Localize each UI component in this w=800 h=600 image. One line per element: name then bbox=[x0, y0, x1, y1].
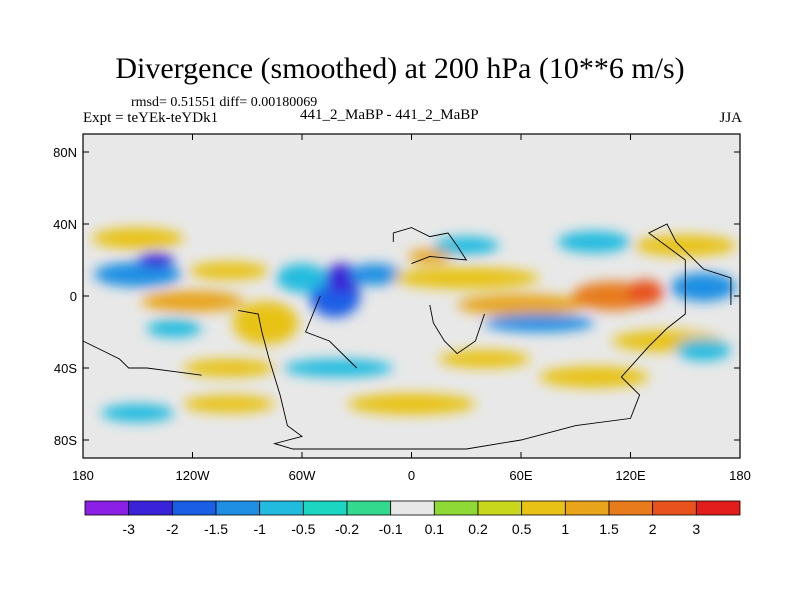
colorbar-label: 3 bbox=[692, 521, 700, 537]
colorbar-swatch bbox=[477, 500, 523, 516]
colorbar-swatch bbox=[259, 500, 304, 516]
colorbar-label: -3 bbox=[122, 521, 135, 537]
x-tick-label: 180 bbox=[72, 468, 94, 483]
field-blob bbox=[188, 261, 270, 280]
colorbar-label: -0.2 bbox=[335, 521, 359, 537]
stats-label: rmsd= 0.51551 diff= 0.00180069 bbox=[131, 95, 318, 110]
field-blob bbox=[484, 314, 594, 332]
colorbar-swatch bbox=[215, 500, 261, 516]
coastline bbox=[83, 340, 202, 376]
field-blob bbox=[676, 339, 731, 361]
field-blob bbox=[101, 404, 175, 422]
field-blob bbox=[670, 272, 737, 302]
field-blob bbox=[347, 393, 476, 415]
colorbar-swatch bbox=[695, 500, 741, 516]
colorbar-label: -0.5 bbox=[291, 521, 315, 537]
colorbar-label: 0.1 bbox=[425, 521, 445, 537]
field-blob bbox=[276, 263, 328, 293]
field-blob bbox=[349, 263, 401, 286]
season-label: JJA bbox=[719, 110, 742, 126]
field-blob bbox=[146, 319, 202, 338]
field-blob bbox=[283, 359, 394, 377]
experiment-label: Expt = teYEk-teYDk1 bbox=[83, 110, 219, 126]
coastline bbox=[238, 223, 732, 450]
field-blob bbox=[457, 294, 585, 316]
coastline bbox=[305, 295, 358, 369]
field-blob bbox=[634, 234, 737, 257]
colorbar-swatch bbox=[652, 500, 697, 516]
coastline bbox=[429, 304, 485, 355]
y-tick-label: 80N bbox=[53, 145, 77, 160]
field-blob bbox=[393, 267, 540, 289]
colorbar-swatch bbox=[346, 500, 392, 516]
colorbar-label: 1 bbox=[561, 521, 569, 537]
colorbar-label: 0.2 bbox=[468, 521, 488, 537]
field-blob bbox=[438, 350, 531, 368]
coastline bbox=[392, 227, 468, 265]
colorbar-label: -1.5 bbox=[204, 521, 228, 537]
y-axis: 80N 40N 0 40S 80S bbox=[53, 145, 740, 448]
y-tick-label: 40S bbox=[54, 361, 77, 376]
field-blob bbox=[626, 279, 664, 305]
colorbar-label: -0.1 bbox=[379, 521, 403, 537]
field-blob bbox=[141, 290, 244, 313]
coastline-layer bbox=[83, 223, 732, 450]
colorbar-swatch bbox=[84, 500, 130, 516]
colorbar-swatch bbox=[390, 500, 435, 516]
field-blob bbox=[433, 236, 500, 255]
field-blob bbox=[557, 231, 631, 253]
colorbar-swatch bbox=[128, 500, 173, 516]
field-blob bbox=[93, 261, 182, 287]
y-tick-label: 0 bbox=[70, 289, 77, 304]
y-tick-label: 40N bbox=[53, 217, 77, 232]
field-blob bbox=[137, 252, 175, 268]
field-blob bbox=[92, 227, 184, 250]
divergence-field bbox=[92, 227, 737, 422]
x-tick-label: 180 bbox=[729, 468, 751, 483]
colorbar-swatch bbox=[433, 500, 479, 516]
colorbar-swatch bbox=[608, 500, 654, 516]
x-axis: 180 120W 60W 0 60E 120E 180 bbox=[72, 134, 751, 483]
chart-title: Divergence (smoothed) at 200 hPa (10**6 … bbox=[115, 52, 685, 85]
field-blob bbox=[183, 359, 275, 377]
colorbar-swatch bbox=[521, 500, 566, 516]
colorbar-label: 2 bbox=[649, 521, 657, 537]
x-tick-label: 60W bbox=[289, 468, 316, 483]
x-tick-label: 120W bbox=[176, 468, 211, 483]
field-blob bbox=[183, 395, 275, 413]
x-tick-label: 0 bbox=[408, 468, 415, 483]
colorbar-swatch bbox=[564, 500, 610, 516]
x-tick-label: 60E bbox=[509, 468, 532, 483]
colorbar: -3 -2 -1.5 -1 -0.5 -0.2 -0.1 0.1 0.2 0.5 1 1.5 2 3 bbox=[84, 500, 741, 537]
colorbar-label: -1 bbox=[253, 521, 266, 537]
colorbar-label: 0.5 bbox=[512, 521, 532, 537]
colorbar-swatch bbox=[302, 500, 348, 516]
colorbar-label: 1.5 bbox=[599, 521, 619, 537]
case-label: 441_2_MaBP - 441_2_MaBP bbox=[300, 107, 479, 123]
y-tick-label: 80S bbox=[54, 433, 77, 448]
colorbar-swatch bbox=[171, 500, 217, 516]
x-tick-label: 120E bbox=[615, 468, 646, 483]
colorbar-label: -2 bbox=[166, 521, 179, 537]
field-blob bbox=[539, 366, 649, 388]
field-blob bbox=[232, 301, 299, 345]
